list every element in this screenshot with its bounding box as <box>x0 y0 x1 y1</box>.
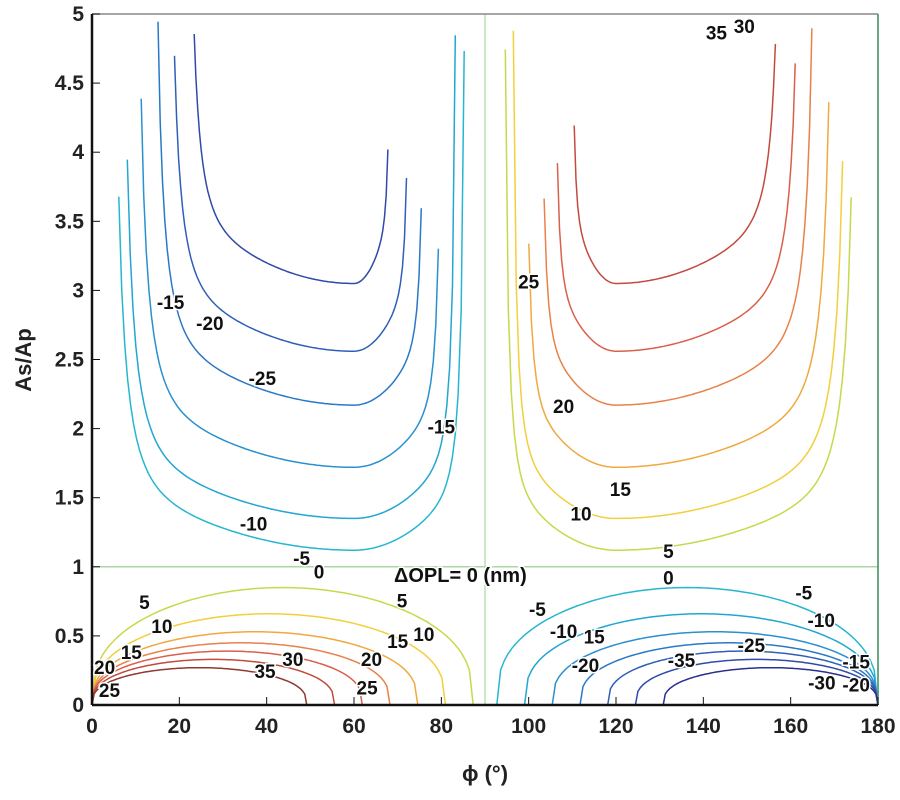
contour-label: 5 <box>663 542 674 563</box>
contour-label: -35 <box>668 651 696 672</box>
x-tick-label: 140 <box>686 715 721 738</box>
contour-line-lower-left-10 <box>91 613 447 706</box>
x-tick-label: 0 <box>86 715 98 738</box>
contour-line-lower-right--15 <box>551 631 879 706</box>
contour-label: 5 <box>139 593 150 614</box>
contour-label: -20 <box>572 656 599 677</box>
y-tick-label: 3.5 <box>55 210 85 233</box>
contour-label: 20 <box>94 658 115 679</box>
y-tick-label: 0.5 <box>55 625 85 648</box>
contour-line-upper-right-10 <box>512 30 844 520</box>
contour-line-upper-left--20 <box>157 21 423 406</box>
contour-label: -15 <box>842 653 870 674</box>
contour-label: 30 <box>282 650 303 671</box>
contour-line-lower-left-15 <box>91 631 419 706</box>
contour-line-upper-right-15 <box>528 102 830 469</box>
y-tick-label: 2.5 <box>55 349 85 372</box>
contour-label: 15 <box>584 628 606 649</box>
contour-label: -20 <box>196 314 223 335</box>
contour-label: 10 <box>413 625 434 646</box>
x-tick-label: 160 <box>773 715 808 738</box>
contour-label: -5 <box>529 600 546 621</box>
contour-label: 15 <box>121 643 143 664</box>
y-tick-label: 4.5 <box>55 72 85 95</box>
x-axis-title: ϕ (°) <box>462 761 508 786</box>
y-axis-title: As/Ap <box>11 328 36 392</box>
contour-line-lower-right--10 <box>523 613 879 706</box>
y-tick-label: 3 <box>72 279 84 302</box>
contour-label: 20 <box>361 650 382 671</box>
contour-line-lower-left-5 <box>91 586 474 706</box>
contour-label: -20 <box>842 676 869 697</box>
axes: 0 20 40 60 80 100 120 140 160 18000.511.522.533.5… <box>55 3 896 738</box>
contour-line-lower-right--25 <box>606 650 879 706</box>
contour-label: 25 <box>357 678 379 699</box>
zero-annotation: ΔOPL= 0 (nm) <box>394 565 527 587</box>
x-tick-label: 80 <box>430 715 453 738</box>
contour-label: 25 <box>99 681 121 702</box>
contour-label: 5 <box>397 592 408 613</box>
x-tick-label: 20 <box>168 715 191 738</box>
y-tick-label: 1 <box>72 556 84 579</box>
contour-line-lower-left-30 <box>91 658 336 706</box>
contour-label: 10 <box>570 505 591 526</box>
y-tick-label: 4 <box>72 141 84 164</box>
contour-label: -15 <box>157 293 185 314</box>
contour-line-lower-left-35 <box>91 666 308 706</box>
x-tick-label: 60 <box>342 715 365 738</box>
contour-line-lower-right--35 <box>662 666 879 706</box>
y-tick-label: 2 <box>72 418 84 441</box>
contour-label: -30 <box>808 673 835 694</box>
y-tick-label: 1.5 <box>55 487 85 510</box>
contour-line-upper-right-30 <box>573 43 777 285</box>
contour-label: 0 <box>314 563 325 584</box>
y-tick-label: 0 <box>72 694 84 717</box>
contour-label: -10 <box>550 622 577 643</box>
x-tick-label: 40 <box>255 715 278 738</box>
contour-line-upper-left--10 <box>126 35 457 520</box>
contour-label: 15 <box>610 480 632 501</box>
contour-line-lower-left-20 <box>91 642 391 706</box>
contour-label: -25 <box>738 636 766 657</box>
contour-line-lower-right--20 <box>579 642 879 706</box>
x-tick-label: 180 <box>860 715 895 738</box>
contour-label: 35 <box>254 662 276 683</box>
contour-line-upper-right-25 <box>556 63 796 352</box>
contour-line-upper-left--30 <box>193 33 389 285</box>
contour-label: 25 <box>518 273 540 294</box>
contour-line-upper-left--15 <box>140 98 440 469</box>
contour-line-upper-right-20 <box>543 28 813 406</box>
contour-label: 35 <box>706 24 728 45</box>
contour-line-upper-left--5 <box>118 50 465 551</box>
y-tick-label: 5 <box>72 3 84 26</box>
x-tick-label: 120 <box>598 715 633 738</box>
contour-line-lower-left-25 <box>91 650 364 706</box>
contour-label: -5 <box>795 583 812 604</box>
contour-label: -15 <box>428 418 456 439</box>
contour-label: -10 <box>240 514 267 535</box>
contour-lines <box>91 14 879 706</box>
contour-label: -5 <box>293 549 310 570</box>
contour-label: 10 <box>151 617 172 638</box>
contour-line-lower-right--5 <box>496 586 879 706</box>
contour-label: -10 <box>807 611 834 632</box>
x-tick-label: 100 <box>511 715 546 738</box>
contour-label: 15 <box>387 632 409 653</box>
contour-line-upper-right-5 <box>504 49 852 551</box>
contour-label: 30 <box>734 17 755 38</box>
contour-label: 0 <box>663 569 674 590</box>
contour-label: -25 <box>249 369 277 390</box>
contour-line-upper-left--25 <box>173 55 408 352</box>
contour-label: 20 <box>553 397 574 418</box>
contour-line-lower-right--30 <box>634 658 879 706</box>
